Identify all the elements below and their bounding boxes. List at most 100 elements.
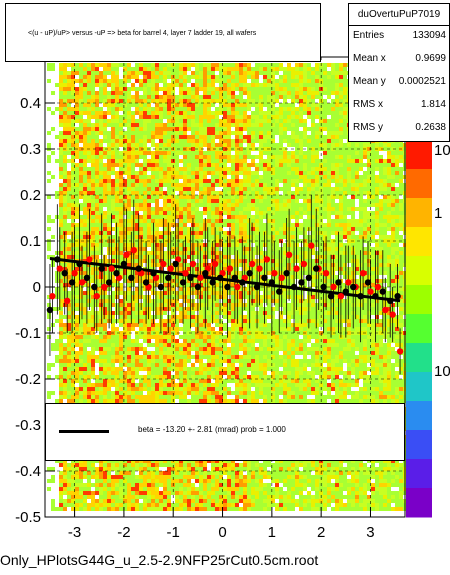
heat-cell — [239, 87, 243, 91]
heat-cell — [395, 243, 399, 247]
heat-cell — [379, 251, 383, 255]
heat-cell — [91, 131, 95, 135]
heat-cell — [167, 135, 171, 139]
heat-cell — [263, 139, 267, 143]
heat-cell — [347, 287, 351, 291]
heat-cell — [259, 263, 263, 267]
heat-cell — [259, 67, 263, 71]
heat-cell — [195, 99, 199, 103]
heat-cell — [279, 91, 283, 95]
heat-cell — [167, 83, 171, 87]
heat-cell — [363, 163, 367, 167]
heat-cell — [143, 215, 147, 219]
heat-cell — [91, 175, 95, 179]
heat-cell — [303, 139, 307, 143]
heat-cell — [131, 155, 135, 159]
heat-cell — [239, 183, 243, 187]
heat-cell — [207, 119, 211, 123]
heat-cell — [139, 207, 143, 211]
heat-cell — [163, 151, 167, 155]
heat-cell — [199, 103, 203, 107]
heat-cell — [359, 175, 363, 179]
heat-cell — [251, 283, 255, 287]
heat-cell — [235, 115, 239, 119]
heat-cell — [231, 143, 235, 147]
heat-cell — [335, 207, 339, 211]
heat-cell — [103, 215, 107, 219]
heat-cell — [311, 67, 315, 71]
heat-cell — [167, 295, 171, 299]
heat-cell — [267, 139, 271, 143]
heat-cell — [95, 239, 99, 243]
heat-cell — [131, 147, 135, 151]
heat-cell — [155, 159, 159, 163]
heat-cell — [283, 95, 287, 99]
heat-cell — [339, 63, 343, 67]
heat-cell — [187, 91, 191, 95]
heat-cell — [303, 279, 307, 283]
heat-cell — [323, 163, 327, 167]
heat-cell — [303, 175, 307, 179]
heat-cell — [195, 231, 199, 235]
heat-cell — [255, 215, 259, 219]
heat-cell — [127, 191, 131, 195]
heat-cell — [255, 67, 259, 71]
heat-cell — [343, 207, 347, 211]
heat-cell — [391, 271, 395, 275]
heat-cell — [167, 103, 171, 107]
heat-cell — [251, 295, 255, 299]
heat-cell — [259, 215, 263, 219]
heat-cell — [159, 223, 163, 227]
heat-cell — [75, 251, 79, 255]
heat-cell — [91, 167, 95, 171]
heat-cell — [339, 175, 343, 179]
heat-cell — [247, 251, 251, 255]
heat-cell — [199, 175, 203, 179]
heat-cell — [175, 299, 179, 303]
heat-cell — [295, 271, 299, 275]
heat-cell — [239, 203, 243, 207]
heat-cell — [259, 71, 263, 75]
heat-cell — [379, 219, 383, 223]
heat-cell — [127, 299, 131, 303]
heat-cell — [67, 275, 71, 279]
heat-cell — [123, 107, 127, 111]
heat-cell — [387, 243, 391, 247]
heat-cell — [179, 235, 183, 239]
heat-cell — [303, 251, 307, 255]
heat-cell — [103, 139, 107, 143]
heat-cell — [395, 287, 399, 291]
heat-cell — [199, 167, 203, 171]
heat-cell — [59, 287, 63, 291]
heat-cell — [399, 215, 403, 219]
heat-cell — [219, 171, 223, 175]
heat-cell — [223, 295, 227, 299]
heat-cell — [67, 187, 71, 191]
heat-cell — [127, 135, 131, 139]
heat-cell — [259, 279, 263, 283]
heat-cell — [95, 95, 99, 99]
heat-cell — [187, 263, 191, 267]
heat-cell — [115, 295, 119, 299]
heat-cell — [223, 251, 227, 255]
heat-cell — [227, 135, 231, 139]
heat-cell — [147, 63, 151, 67]
heat-cell — [363, 207, 367, 211]
heat-cell — [199, 171, 203, 175]
heat-cell — [207, 283, 211, 287]
heat-cell — [375, 151, 379, 155]
heat-cell — [87, 79, 91, 83]
heat-cell — [247, 155, 251, 159]
heat-cell — [83, 271, 87, 275]
heat-cell — [71, 91, 75, 95]
heat-cell — [207, 115, 211, 119]
heat-cell — [127, 67, 131, 71]
heat-cell — [155, 167, 159, 171]
heat-cell — [67, 207, 71, 211]
heat-cell — [163, 279, 167, 283]
heat-cell — [143, 63, 147, 67]
heat-cell — [115, 131, 119, 135]
heat-cell — [291, 67, 295, 71]
heat-cell — [343, 199, 347, 203]
heat-cell — [59, 155, 63, 159]
